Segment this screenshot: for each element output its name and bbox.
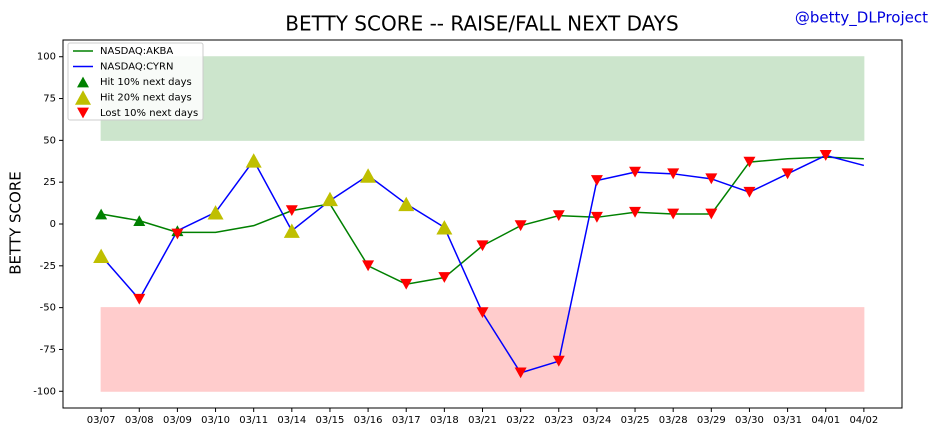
x-tick-label: 03/10 xyxy=(201,415,230,426)
y-tick-label: -100 xyxy=(33,386,56,397)
y-tick-label: -50 xyxy=(40,303,56,314)
marker xyxy=(667,168,680,180)
marker xyxy=(629,206,642,218)
marker xyxy=(819,150,832,161)
chart-title: BETTY SCORE -- RAISE/FALL NEXT DAYS xyxy=(285,12,678,36)
marker xyxy=(438,272,451,283)
marker xyxy=(133,215,146,227)
band xyxy=(100,56,865,141)
y-tick-label: -75 xyxy=(40,344,56,355)
x-tick-label: 03/14 xyxy=(277,415,306,426)
x-tick-label: 03/09 xyxy=(163,415,192,426)
marker xyxy=(398,196,415,212)
y-tick-label: 75 xyxy=(43,94,56,105)
x-tick-label: 03/16 xyxy=(354,415,383,426)
x-tick-label: 03/08 xyxy=(125,415,154,426)
marker xyxy=(283,223,300,238)
x-tick-label: 03/22 xyxy=(506,415,535,426)
x-tick-label: 03/17 xyxy=(392,415,421,426)
x-tick-label: 03/24 xyxy=(582,415,611,426)
handle: @betty_DLProject xyxy=(795,9,928,28)
x-tick-label: 04/01 xyxy=(811,415,840,426)
marker xyxy=(552,210,565,222)
marker xyxy=(245,153,262,168)
marker xyxy=(400,278,413,290)
marker xyxy=(436,220,453,235)
marker xyxy=(207,205,224,220)
band xyxy=(100,307,865,392)
marker xyxy=(781,168,794,180)
marker xyxy=(95,208,108,220)
marker xyxy=(285,205,298,217)
x-tick-label: 03/30 xyxy=(735,415,764,426)
y-tick-label: 0 xyxy=(50,219,56,230)
marker xyxy=(590,211,603,223)
marker xyxy=(629,166,642,178)
marker xyxy=(552,355,565,367)
series-line xyxy=(101,156,864,285)
legend-label: Lost 10% next days xyxy=(100,108,198,119)
y-tick-label: 100 xyxy=(37,52,56,63)
y-tick-label: 25 xyxy=(43,177,56,188)
marker xyxy=(362,260,375,272)
x-tick-label: 03/11 xyxy=(239,415,268,426)
legend-label: Hit 20% next days xyxy=(100,93,192,104)
x-tick-label: 03/15 xyxy=(316,415,345,426)
legend-marker xyxy=(77,107,89,119)
legend: NASDAQ:AKBA NASDAQ:CYRN Hit 10% next days H… xyxy=(67,42,204,121)
x-tick-label: 03/18 xyxy=(430,415,459,426)
marker xyxy=(514,220,527,232)
marker xyxy=(705,208,718,220)
marker xyxy=(93,248,110,263)
legend-marker xyxy=(75,90,91,105)
marker xyxy=(476,307,489,319)
marker xyxy=(667,208,680,220)
x-tick-label: 04/02 xyxy=(849,415,878,426)
marker xyxy=(321,191,338,207)
y-tick-label: -25 xyxy=(40,261,56,272)
legend-label: Hit 10% next days xyxy=(100,77,192,88)
marker xyxy=(705,173,718,185)
marker xyxy=(171,228,184,240)
marker xyxy=(133,293,146,305)
x-tick-label: 03/07 xyxy=(87,415,116,426)
legend-frame xyxy=(67,42,204,121)
x-tick-label: 03/29 xyxy=(697,415,726,426)
y-tick-label: 50 xyxy=(43,135,56,146)
marker xyxy=(743,156,756,168)
marker xyxy=(590,175,603,186)
marker xyxy=(743,186,756,198)
y-axis-label: BETTY SCORE xyxy=(7,171,25,274)
marker xyxy=(514,367,527,379)
legend-label: NASDAQ:AKBA xyxy=(100,46,173,57)
x-tick-label: 03/21 xyxy=(468,415,497,426)
x-tick-label: 03/25 xyxy=(621,415,650,426)
marker xyxy=(476,240,489,252)
marker xyxy=(360,168,377,183)
legend-marker xyxy=(77,76,89,88)
x-tick-label: 03/23 xyxy=(544,415,573,426)
legend-label: NASDAQ:CYRN xyxy=(100,62,173,73)
x-tick-label: 03/31 xyxy=(773,415,802,426)
x-tick-label: 03/28 xyxy=(659,415,688,426)
